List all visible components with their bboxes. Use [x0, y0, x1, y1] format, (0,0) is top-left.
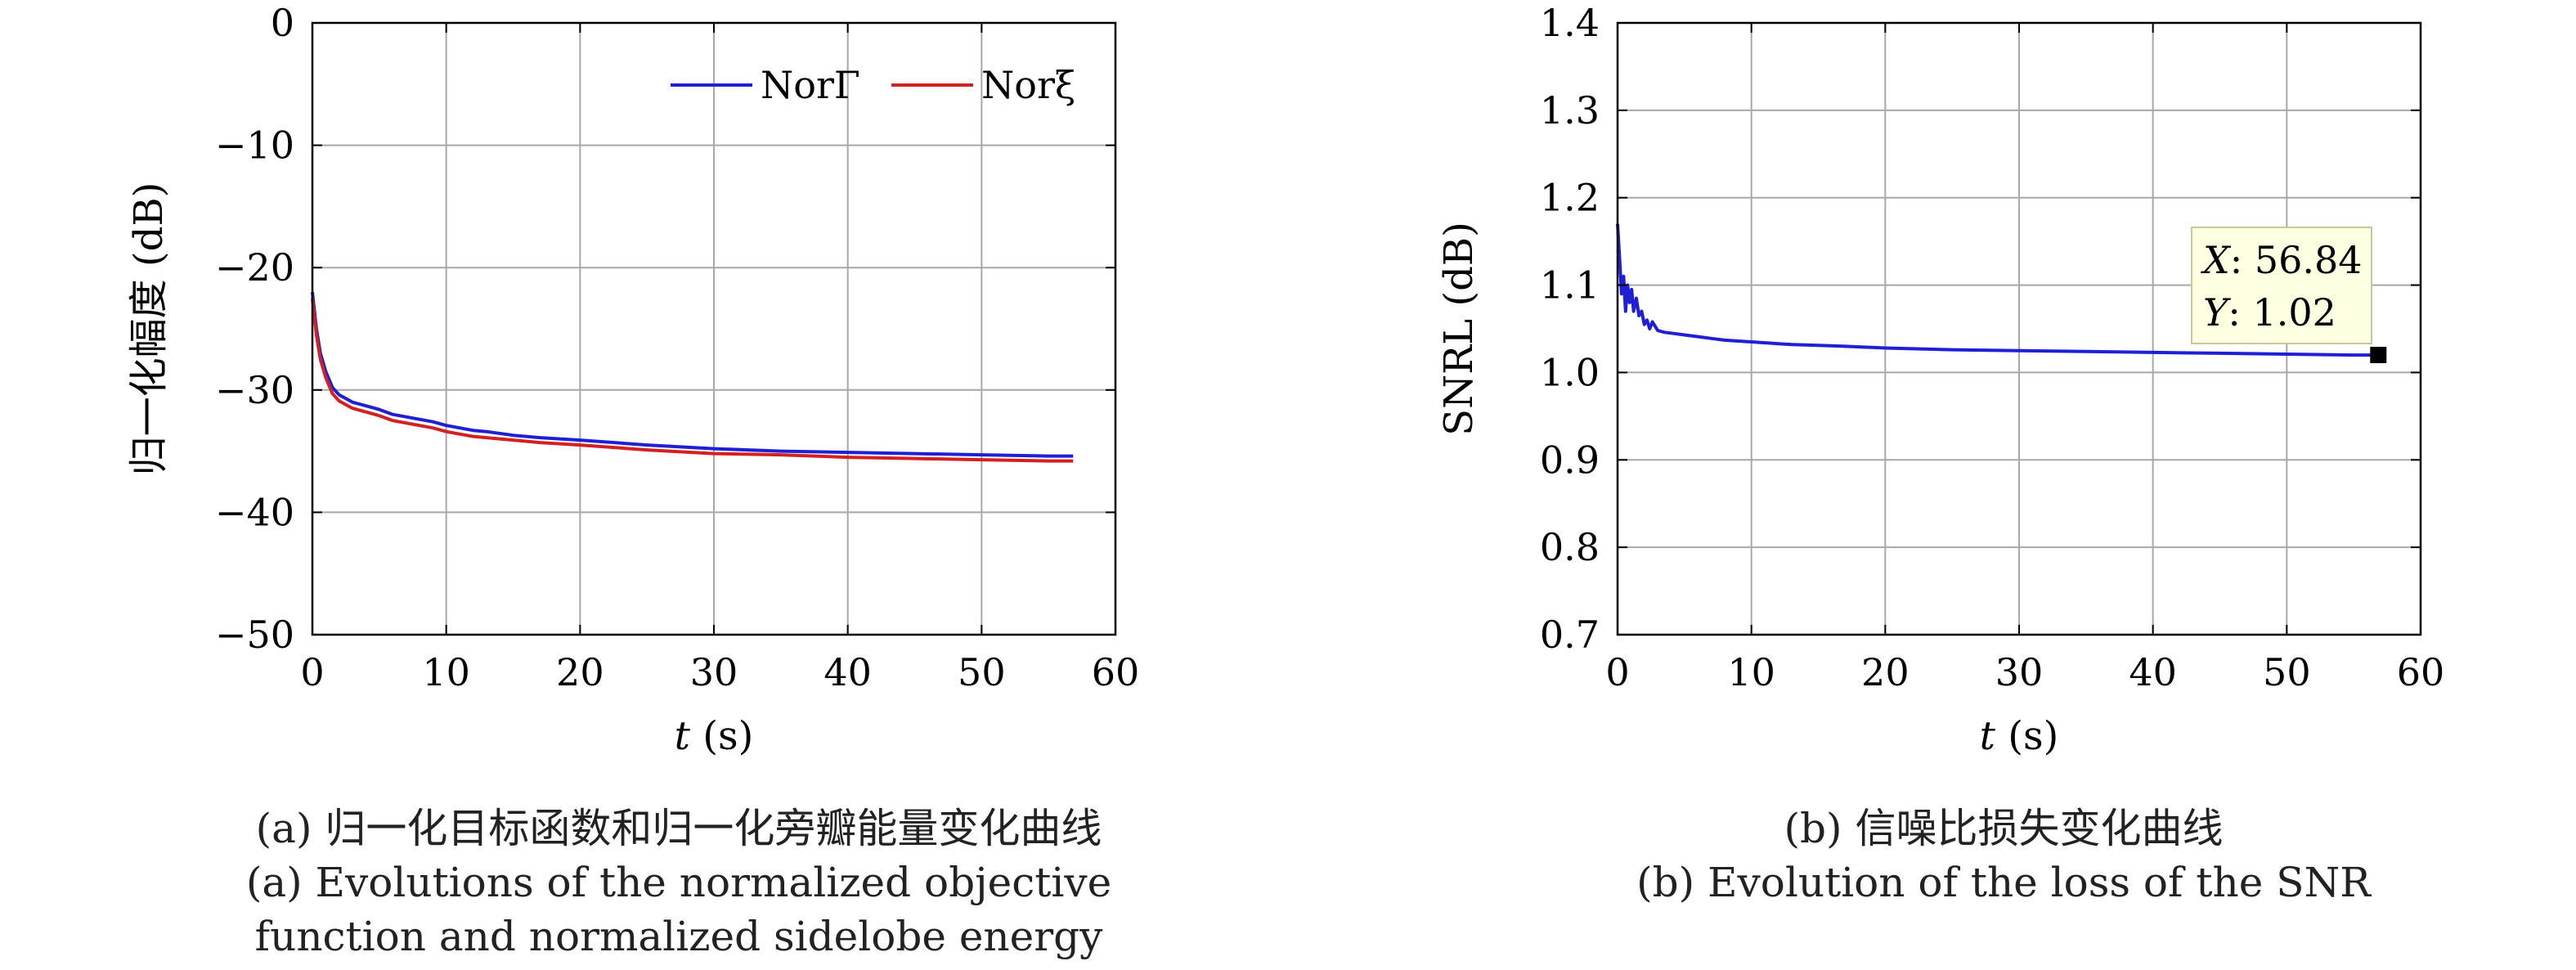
chart-a: 0 10 20 30 40 50 60 0 −10 −20 −30 −40 −50 t (s) 归一化幅度 … [126, 1, 1139, 759]
y-tick-label: −20 [215, 245, 294, 290]
x-tick-label: 20 [1861, 650, 1910, 694]
chart-b: 0 10 20 30 40 50 60 1.4 1.3 1.2 1.1 1.0 0.9 0.8 0.7 t (… [1436, 1, 2444, 759]
x-axis-label: t (s) [1980, 713, 2059, 759]
x-axis-label-unit: (s) [1995, 713, 2058, 759]
x-tick-label: 60 [2397, 650, 2445, 694]
caption-a-english-line1: (a) Evolutions of the normalized objecti… [245, 859, 1112, 906]
y-tick-label: 1.2 [1540, 176, 1600, 220]
x-tick-label: 0 [300, 650, 324, 694]
caption-b-english: (b) Evolution of the loss of the SNR [1636, 859, 2371, 906]
y-tick-label: −40 [215, 490, 294, 534]
x-axis-label-variable: t [1980, 713, 1996, 759]
series-line-1 [311, 291, 1074, 458]
datatip-x-variable: X [2201, 238, 2232, 282]
datatip-x-value: : 56.84 [2230, 238, 2363, 282]
x-axis-label: t (s) [675, 713, 754, 759]
caption-a: (a) 归一化目标函数和归一化旁瓣能量变化曲线 (a) Evolutions o… [147, 802, 1210, 963]
legend-label-1: NorΓ [761, 63, 860, 107]
y-tick-label: −50 [215, 613, 294, 657]
y-tick-label: 1.4 [1540, 1, 1600, 45]
series-line-2 [311, 298, 1074, 463]
x-tick-label: 10 [1727, 650, 1775, 694]
datatip-y: Y: 1.02 [2203, 290, 2336, 335]
datatip-background [2191, 227, 2372, 344]
x-tick-label: 60 [1092, 650, 1140, 694]
x-tick-label: 30 [690, 650, 738, 694]
x-axis-label-unit: (s) [690, 713, 753, 759]
caption-a-english-line2: function and normalized sidelobe energy [254, 913, 1103, 960]
legend-label-2: Norξ [981, 63, 1075, 107]
datatip-x: X: 56.84 [2201, 238, 2363, 282]
y-axis-label: 归一化幅度 (dB) [126, 182, 172, 476]
y-tick-label: 0 [271, 1, 294, 45]
y-tick-label: 0.8 [1540, 525, 1600, 569]
x-tick-label: 10 [422, 650, 470, 694]
x-tick-label: 50 [2263, 650, 2311, 694]
datatip-y-variable: Y [2203, 290, 2232, 335]
y-tick-label: 1.3 [1540, 88, 1600, 132]
y-axis-label: SNRL (dB) [1436, 222, 1482, 436]
datatip-marker [2370, 347, 2387, 364]
x-tick-label: 30 [1995, 650, 2044, 694]
datatip-y-value: : 1.02 [2228, 290, 2336, 335]
y-tick-label: 1.1 [1540, 263, 1600, 308]
y-tick-label: 0.7 [1540, 613, 1600, 657]
y-tick-label: 0.9 [1540, 438, 1600, 482]
y-tick-label: 1.0 [1540, 350, 1600, 394]
x-axis-label-variable: t [675, 713, 691, 759]
x-tick-label: 20 [556, 650, 604, 694]
datatip-box: X: 56.84 Y: 1.02 [2191, 227, 2372, 344]
caption-b: (b) 信噪比损失变化曲线 (b) Evolution of the loss … [1472, 802, 2535, 909]
x-tick-label: 0 [1605, 650, 1629, 694]
x-tick-label: 40 [824, 650, 872, 694]
caption-b-chinese: (b) 信噪比损失变化曲线 [1784, 805, 2224, 852]
x-tick-label: 50 [958, 650, 1006, 694]
legend: NorΓ Norξ [671, 63, 1075, 107]
series-line-1 [1616, 223, 2379, 357]
caption-a-chinese: (a) 归一化目标函数和归一化旁瓣能量变化曲线 [255, 805, 1102, 852]
y-tick-label: −10 [215, 123, 294, 168]
x-tick-label: 40 [2129, 650, 2177, 694]
y-tick-label: −30 [215, 368, 294, 412]
